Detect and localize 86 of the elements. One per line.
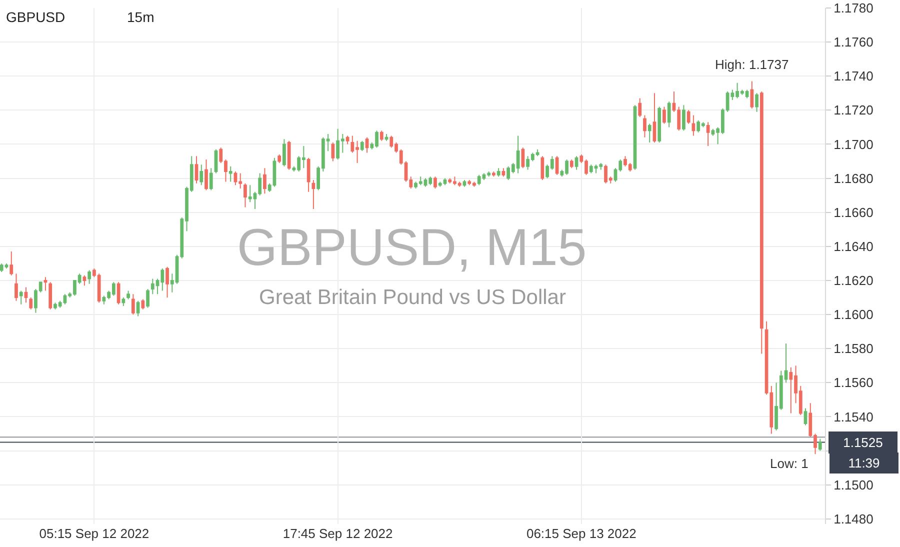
- chart-title: GBPUSD: [6, 8, 66, 25]
- candlestick: [648, 123, 652, 144]
- candlestick: [496, 168, 500, 178]
- x-tick-label: 17:45 Sep 12 2022: [282, 526, 393, 541]
- candlestick: [380, 130, 384, 142]
- candlestick: [643, 114, 646, 138]
- annotation: Low: 1: [770, 456, 808, 471]
- candlestick: [502, 168, 506, 178]
- y-tick-label: 1.1660: [834, 204, 874, 220]
- candlestick: [282, 138, 286, 167]
- candlestick: [82, 274, 86, 286]
- y-tick-label: 1.1740: [834, 68, 874, 84]
- candlestick: [750, 80, 754, 109]
- y-tick-label: 1.1480: [834, 511, 874, 526]
- y-tick-label: 1.1540: [834, 409, 874, 424]
- candlestick: [200, 164, 204, 186]
- candlestick: [136, 300, 140, 317]
- candlestick: [122, 297, 126, 307]
- y-tick-label: 1.1560: [834, 375, 874, 390]
- y-tick-label: 1.1500: [834, 477, 874, 492]
- candlestick: [760, 90, 764, 354]
- candlestick: [384, 134, 388, 142]
- candlestick: [434, 176, 437, 190]
- candlestick: [29, 297, 33, 310]
- candlestick: [574, 156, 578, 170]
- candlestick: [204, 159, 208, 191]
- candlestick: [686, 110, 690, 124]
- annotation: GBPUSD, M15: [237, 219, 587, 277]
- candlestick: [244, 182, 247, 208]
- candlestick: [667, 101, 671, 128]
- candlestick: [755, 92, 758, 112]
- annotation: High: 1.1737: [715, 57, 789, 72]
- annotation: Great Britain Pound vs US Dollar: [259, 286, 566, 309]
- y-tick-label: 1.1580: [834, 341, 874, 356]
- text: 11:39: [848, 456, 880, 470]
- candlestick: [692, 114, 696, 136]
- candlestick: [706, 122, 710, 146]
- candlestick: [194, 156, 198, 184]
- y-tick-label: 1.1700: [834, 136, 874, 152]
- x-tick-label: 06:15 Sep 13 2022: [526, 526, 636, 541]
- candlestick: [166, 266, 169, 298]
- candlestick: [14, 273, 18, 302]
- candlestick: [146, 288, 150, 308]
- candlestick: [492, 170, 496, 178]
- y-tick-label: 1.1600: [834, 307, 874, 322]
- candlestick: [540, 156, 544, 180]
- candlestick: [360, 140, 364, 152]
- candlestick: [278, 154, 282, 164]
- candlestick: [658, 106, 662, 144]
- candlestick: [306, 157, 310, 192]
- candlestick: [24, 286, 28, 304]
- candlestick: [804, 408, 808, 426]
- candlestick: [116, 282, 120, 305]
- candlestick: [10, 251, 14, 276]
- x-tick-label: 05:15 Sep 12 2022: [39, 526, 150, 541]
- y-tick-label: 1.1780: [834, 0, 874, 16]
- y-tick-label: 1.1620: [834, 273, 874, 288]
- candlestick: [346, 135, 350, 145]
- candlestick: [652, 92, 656, 144]
- candlestick: [263, 168, 266, 194]
- candlestick: [19, 290, 23, 305]
- candlestick: [48, 282, 52, 310]
- candlestick: [662, 106, 666, 124]
- candlestick: [462, 180, 466, 188]
- candlestick: [682, 104, 686, 132]
- candlestick: [312, 180, 316, 210]
- candlestick: [141, 298, 145, 310]
- candlestick: [818, 438, 822, 452]
- candlestick: [88, 270, 92, 284]
- candlestick: [521, 147, 525, 169]
- candlestick: [131, 294, 135, 316]
- candlestick: [209, 168, 213, 191]
- candlestick: [44, 276, 48, 292]
- y-tick-label: 1.1720: [834, 102, 874, 118]
- candlestick: [228, 166, 232, 182]
- candlestick: [570, 159, 574, 169]
- candlestick: [126, 290, 130, 300]
- annotation: 15m: [127, 9, 154, 25]
- ref-line-label: 1.1525: [843, 435, 883, 450]
- candlestick: [365, 136, 369, 154]
- candlestick: [638, 98, 642, 118]
- y-tick-label: 1.1640: [834, 238, 874, 254]
- candlestick: [287, 140, 291, 170]
- y-tick-label: 1.1680: [834, 170, 874, 186]
- candlestick: [331, 142, 335, 162]
- y-tick-label: 1.1760: [834, 34, 874, 50]
